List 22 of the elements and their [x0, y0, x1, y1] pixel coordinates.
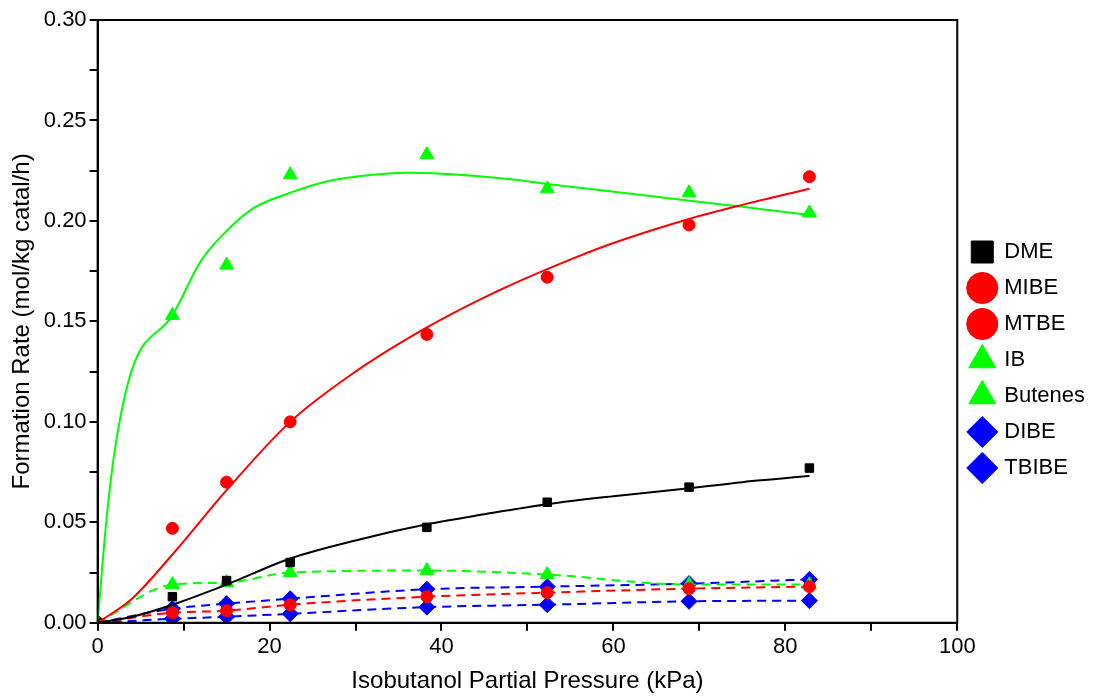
x-tick-label: 20	[257, 633, 282, 659]
legend-label: DIBE	[1004, 418, 1056, 444]
legend-label: DME	[1004, 238, 1054, 264]
x-axis-title: Isobutanol Partial Pressure (kPa)	[351, 666, 704, 694]
y-tick-label: 0.15	[43, 307, 87, 333]
x-tick-label: 80	[773, 633, 798, 659]
x-tick-label: 100	[938, 633, 976, 659]
y-tick-label: 0.00	[43, 608, 87, 634]
x-tick-label: 40	[429, 633, 454, 659]
y-axis-title: Formation Rate (mol/kg catal/h)	[7, 153, 35, 490]
legend-label: MIBE	[1004, 274, 1059, 300]
y-tick-label: 0.20	[43, 207, 87, 232]
legend-label: MTBE	[1004, 310, 1066, 336]
y-tick-label: 0.30	[43, 6, 87, 32]
legend-label: TBIBE	[1004, 454, 1068, 480]
y-tick-label: 0.05	[43, 508, 87, 534]
legend-label: Butenes	[1004, 382, 1086, 408]
y-tick-label: 0.25	[43, 106, 87, 132]
x-tick-label: 0	[91, 633, 104, 659]
legend-label: IB	[1004, 346, 1026, 372]
x-tick-label: 60	[601, 633, 626, 659]
y-tick-label: 0.10	[43, 407, 87, 433]
